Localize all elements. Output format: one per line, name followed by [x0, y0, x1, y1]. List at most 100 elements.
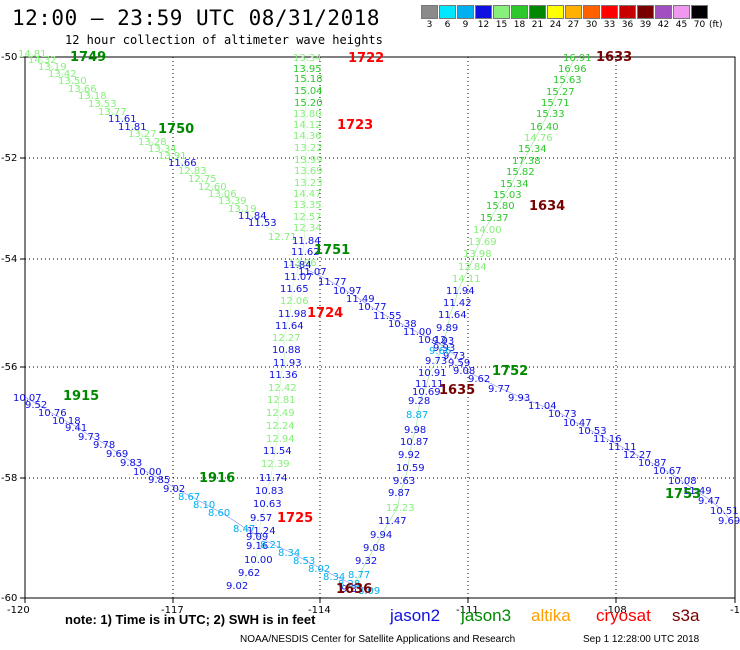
- scale-label: 30: [585, 20, 598, 30]
- swh-value: 13.34: [148, 144, 177, 155]
- swh-value: 12.57: [293, 212, 322, 223]
- swh-value: 11.74: [259, 473, 288, 484]
- page-title: 12:00 – 23:59 UTC 08/31/2018: [12, 6, 381, 30]
- swh-value: 12.42: [268, 383, 297, 394]
- swh-value: 9.66: [429, 346, 451, 357]
- swh-value: 9.83: [120, 458, 142, 469]
- swh-value: 15.04: [294, 86, 323, 97]
- legend-jason3: jason3: [461, 606, 512, 625]
- scale-swatch: [637, 5, 654, 19]
- swh-value: 9.52: [25, 400, 47, 411]
- swh-value: 9.16: [246, 541, 268, 552]
- swh-value: 15.63: [553, 75, 582, 86]
- swh-value: 12.27: [623, 450, 652, 461]
- swh-value: 11.66: [168, 158, 197, 169]
- swh-value: 12.39: [261, 459, 290, 470]
- swh-value: 11.62: [291, 247, 320, 258]
- swh-value: 9.94: [370, 530, 392, 541]
- swh-value: 9.69: [106, 449, 128, 460]
- swh-value: 10.07: [13, 393, 42, 404]
- scale-label: 45: [675, 20, 688, 30]
- scale-label: 15: [495, 20, 508, 30]
- swh-value: 8.67: [178, 492, 200, 503]
- scale-label: 33: [603, 20, 616, 30]
- swh-value: 10.53: [578, 426, 607, 437]
- swh-value: 10.00: [133, 467, 162, 478]
- y-tick-label: -52: [1, 153, 17, 164]
- legend-s3a: s3a: [672, 606, 700, 625]
- scale-label: 21: [531, 20, 544, 30]
- map-frame: [24, 56, 736, 599]
- swh-value: 12.94: [266, 434, 295, 445]
- swh-value: 9.93: [432, 336, 454, 347]
- swh-value: 13.80: [293, 109, 322, 120]
- scale-label: 70: [693, 20, 706, 30]
- swh-value: 13.69: [294, 166, 323, 177]
- swh-value: 16.96: [558, 64, 587, 75]
- swh-value: 15.37: [480, 213, 509, 224]
- swh-value: 8.34: [323, 572, 345, 583]
- swh-value: 14.76: [524, 133, 553, 144]
- swh-value: 12.83: [178, 166, 207, 177]
- swh-value: 8.77: [348, 570, 370, 581]
- swh-value: 12.27: [272, 333, 301, 344]
- swh-value: 13.69: [468, 237, 497, 248]
- pass-label: 1752: [492, 364, 528, 379]
- scale-swatch: [583, 5, 600, 19]
- x-tick-label: -117: [161, 605, 184, 616]
- swh-value: 11.84: [238, 211, 267, 222]
- timestamp: Sep 1 12:28:00 UTC 2018: [583, 634, 700, 645]
- swh-value: 9.93: [508, 393, 530, 404]
- swh-value: 10.91: [418, 368, 447, 379]
- swh-value: 8.21: [260, 540, 282, 551]
- y-tick-label: -60: [1, 593, 17, 604]
- swh-value: 8.87: [406, 410, 428, 421]
- credit-line: NOAA/NESDIS Center for Satellite Applica…: [240, 634, 516, 645]
- swh-value: 10.87: [400, 437, 429, 448]
- swh-value: 13.95: [293, 64, 322, 75]
- swh-value: 9.77: [488, 384, 510, 395]
- swh-value: 11.64: [275, 321, 304, 332]
- scale-label: 18: [513, 20, 526, 30]
- swh-value: 15.71: [541, 98, 570, 109]
- swh-value: 13.35: [293, 200, 322, 211]
- swh-value: 9.57: [250, 513, 272, 524]
- track-1915: [24, 396, 371, 591]
- swh-value: 10.83: [255, 486, 284, 497]
- swh-value: 10.18: [52, 416, 81, 427]
- swh-value: 8.34: [278, 548, 300, 559]
- swh-value: 15.20: [294, 98, 323, 109]
- swh-value: 9.31: [341, 584, 363, 595]
- swh-value: 10.59: [396, 463, 425, 474]
- swh-value: 13.77: [98, 107, 127, 118]
- swh-value: 8.09: [358, 586, 380, 597]
- swh-value: 9.02: [163, 484, 185, 495]
- swh-value: 12.81: [267, 395, 296, 406]
- x-tick-label: -105: [730, 605, 740, 616]
- pass-label: 1723: [337, 118, 373, 133]
- legend-altika: altika: [531, 606, 571, 625]
- scale-swatch: [475, 5, 492, 19]
- swh-value: 9.87: [388, 488, 410, 499]
- swh-value: 10.69: [412, 387, 441, 398]
- pass-label: 1725: [277, 511, 313, 526]
- swh-value: 13.50: [58, 76, 87, 87]
- track-1751: [294, 263, 731, 521]
- swh-value: 9.28: [408, 396, 430, 407]
- swh-value: 15.33: [536, 109, 565, 120]
- swh-value: 10.38: [388, 319, 417, 330]
- pass-label: 1753: [665, 487, 701, 502]
- swh-value: 14.81: [18, 49, 47, 60]
- swh-value: 9.98: [404, 425, 426, 436]
- swh-value: 15.03: [493, 190, 522, 201]
- swh-value: 13.98: [463, 249, 492, 260]
- swh-value: 11.94: [446, 286, 475, 297]
- scale-swatch: [565, 5, 582, 19]
- swh-value: 14.36: [293, 131, 322, 142]
- scale-swatch: [529, 5, 546, 19]
- swh-value: 9.08: [453, 366, 475, 377]
- footer-note: note: 1) Time is in UTC; 2) SWH is in fe…: [65, 612, 316, 627]
- swh-value: 8.28: [338, 579, 360, 590]
- pass-label: 1724: [307, 306, 343, 321]
- swh-value: 10.77: [358, 302, 387, 313]
